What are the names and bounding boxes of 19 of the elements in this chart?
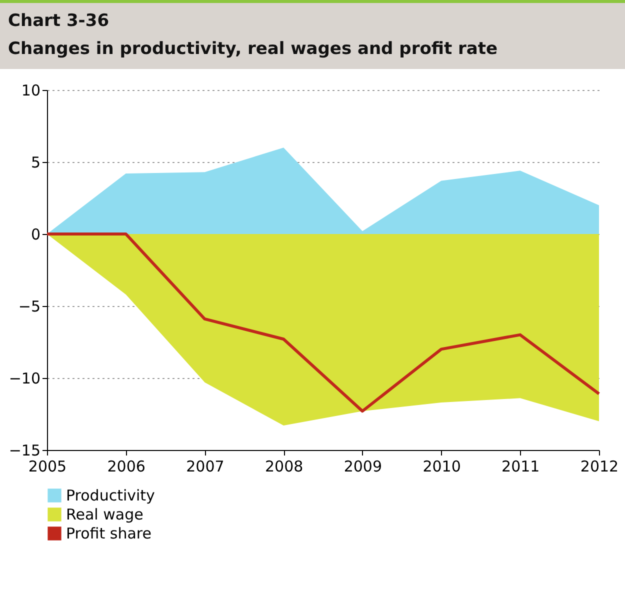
y-tick-label: 5: [30, 154, 40, 172]
x-tick-label: 2007: [186, 458, 224, 476]
x-tick-label: 2010: [422, 458, 461, 476]
y-tick-label: 10: [21, 82, 40, 100]
x-tick-label: 2006: [107, 458, 146, 476]
x-tick-label: 2011: [502, 458, 540, 476]
chart-title: Chart 3-36: [8, 10, 110, 33]
x-tick-label: 2009: [344, 458, 382, 476]
legend-label: Profit share: [66, 524, 152, 542]
x-tick-label: 2008: [264, 458, 304, 476]
chart-subtitle: Changes in productivity, real wages and profit rate: [8, 38, 499, 61]
y-tick-label: −5: [18, 298, 40, 316]
y-tick-label: 0: [30, 226, 40, 244]
x-tick-label: 2012: [580, 458, 619, 476]
x-tick-label: 2005: [28, 458, 67, 476]
y-tick-label: −15: [8, 442, 40, 460]
legend-label: Real wage: [66, 506, 144, 524]
legend-label: Productivity: [66, 486, 156, 504]
y-tick-label: −10: [8, 370, 40, 388]
